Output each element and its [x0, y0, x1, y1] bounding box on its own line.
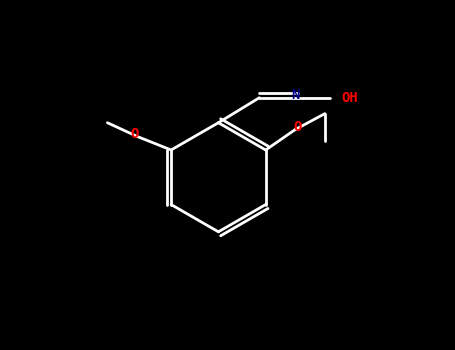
Text: O: O — [293, 120, 302, 134]
Text: N: N — [292, 89, 300, 103]
Text: OH: OH — [341, 91, 358, 105]
Text: O: O — [131, 127, 139, 141]
